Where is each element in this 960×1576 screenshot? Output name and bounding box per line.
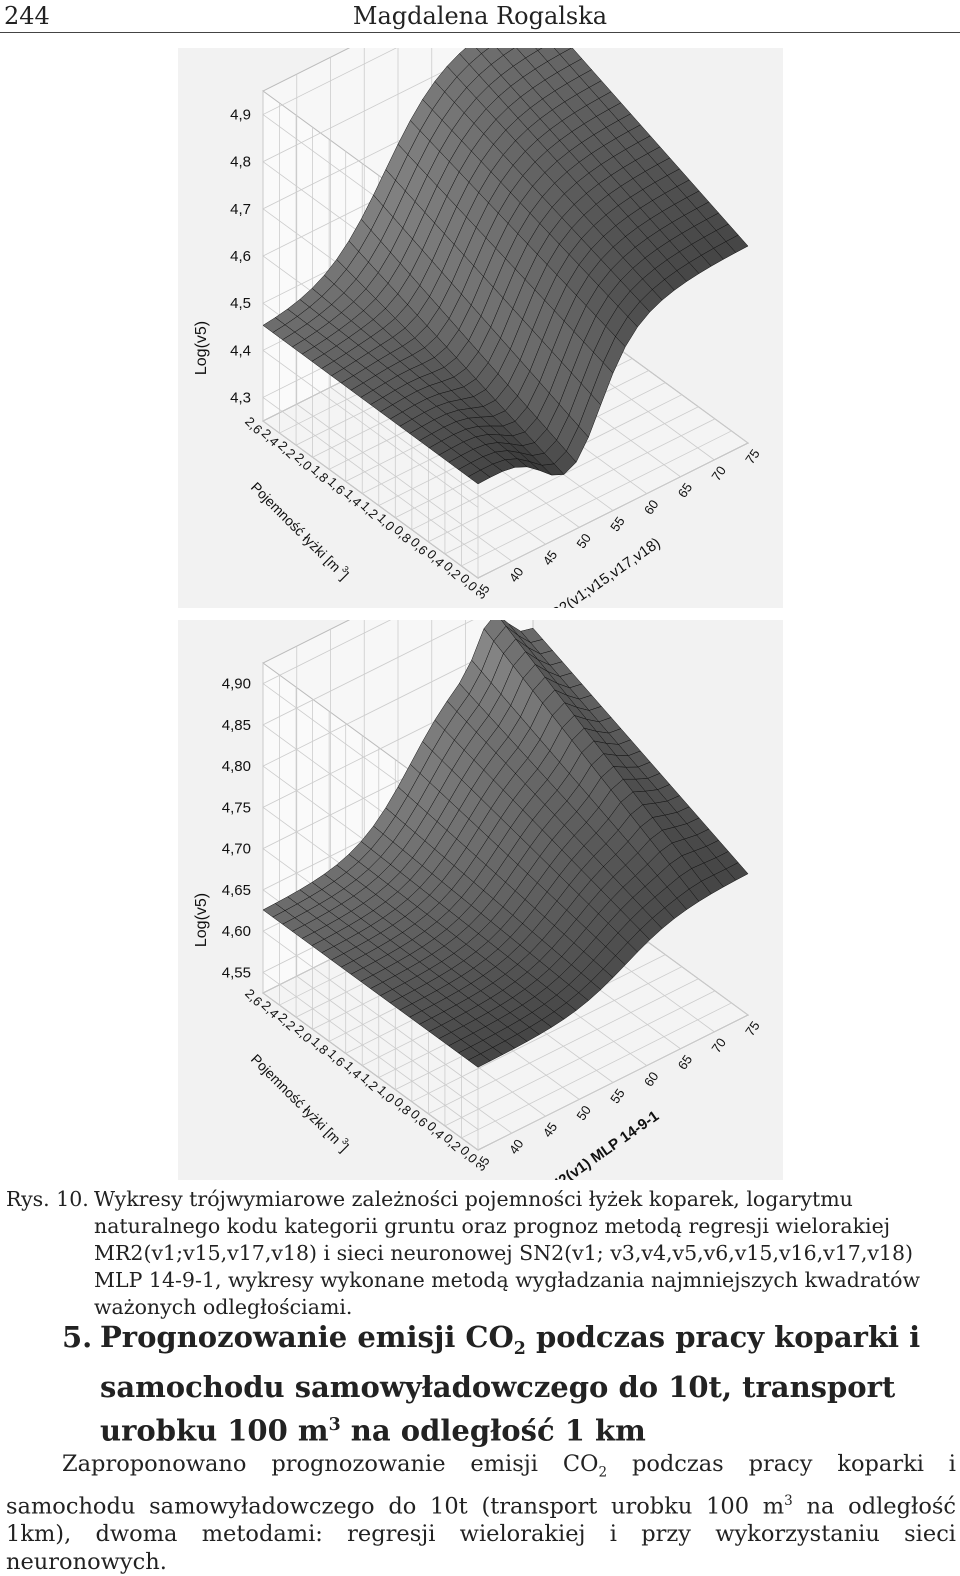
paragraph-part: podczas pracy koparki i samochodu samowy…	[6, 1451, 956, 1519]
x-tick-label: 75	[742, 1018, 763, 1038]
running-header: 244 Magdalena Rogalska	[0, 0, 960, 33]
section-title-part: podczas pracy koparki i samochodu samowy…	[100, 1320, 921, 1448]
z-tick-label: 4,65	[222, 882, 251, 899]
surface-mesh	[262, 48, 749, 485]
caption-text: Wykresy trójwymiarowe zależności pojemno…	[94, 1187, 921, 1319]
floor-gridline	[428, 978, 699, 1115]
x-tick-label: 45	[540, 548, 561, 568]
section-title-subscript: 2	[513, 1338, 526, 1359]
x-tick-label: 40	[506, 564, 527, 584]
z-tick-label: 4,80	[222, 758, 251, 775]
floor-gridline	[296, 403, 512, 562]
floor-gridline	[477, 1014, 749, 1151]
z-tick-label: 4,60	[222, 923, 251, 940]
paragraph-part: Zaproponowano prognozowanie emisji CO	[62, 1451, 599, 1477]
section-heading: 5. Prognozowanie emisji CO2 podczas prac…	[62, 1318, 942, 1449]
x-tick-label: 45	[540, 1120, 561, 1140]
x-tick-label: 40	[506, 1136, 527, 1156]
section-title-part: na odległość 1 km	[340, 1413, 646, 1448]
paragraph-superscript: 3	[784, 1492, 793, 1509]
surface-mesh	[262, 620, 749, 1068]
caption-label: Rys. 10.	[6, 1187, 89, 1211]
z-tick-label: 4,7	[230, 201, 251, 218]
x-tick-label: 70	[708, 1035, 729, 1055]
paragraph-subscript: 2	[598, 1464, 608, 1481]
section-number: 5.	[62, 1320, 93, 1354]
z-tick-label: 4,70	[222, 841, 251, 858]
x-tick-label: 55	[607, 1086, 628, 1106]
x-tick-label: 70	[708, 463, 729, 483]
x-tick-label: 35	[472, 581, 493, 601]
floor-gridline	[296, 975, 512, 1134]
z-axis-title: Log(v5)	[193, 321, 210, 375]
x-tick-label: 60	[641, 497, 662, 517]
floor-gridline	[461, 1002, 732, 1139]
surface-cell	[535, 48, 543, 51]
x-tick-label: 75	[742, 446, 763, 466]
floor-gridline	[461, 430, 732, 567]
floor-gridline	[330, 386, 546, 545]
z-tick-label: 4,3	[230, 389, 251, 406]
z-tick-label: 4,55	[222, 964, 251, 981]
x-tick-label: 55	[607, 514, 628, 534]
floor-gridline	[411, 966, 683, 1103]
section-title-part: Prognozowanie emisji CO	[100, 1320, 514, 1354]
surface-plot-1: 4,3 4,4 4,5 4,6 4,7 4,8 4,9 2,6 2,4 2,2 2,0 1,8 1,6 1…	[178, 48, 783, 608]
z-tick-label: 4,6	[230, 248, 251, 265]
z-tick-label: 4,90	[222, 676, 251, 693]
floor-gridline	[262, 420, 479, 579]
figure-caption: Rys. 10. Wykresy trójwymiarowe zależnośc…	[6, 1186, 956, 1321]
x-tick-label: 50	[573, 531, 594, 551]
surface-cell	[467, 1053, 491, 1068]
floor-gridline	[477, 442, 749, 579]
x-tick-label: 35	[472, 1153, 493, 1173]
z-tick-label: 4,9	[230, 107, 251, 124]
page-number: 244	[4, 2, 50, 30]
body-paragraph: Zaproponowano prognozowanie emisji CO2 p…	[6, 1450, 956, 1576]
section-title-superscript: 3	[328, 1414, 341, 1435]
z-axis-title: Log(v5)	[193, 893, 210, 947]
x-tick-label: 65	[675, 1052, 696, 1072]
x-axis-title: SN2(v1) MLP 14-9-1	[539, 1108, 663, 1180]
floor-gridline	[444, 990, 716, 1127]
running-author: Magdalena Rogalska	[352, 2, 608, 30]
surface-plot-2: 4,55 4,60 4,65 4,70 4,75 4,80 4,85 4,90 2,6 2,4 2,…	[178, 620, 783, 1180]
surface-cell	[475, 48, 490, 55]
surface-cell	[467, 469, 491, 485]
z-tick-label: 4,5	[230, 295, 251, 312]
surface-plot-2-svg: 4,554,604,654,704,754,804,854,902,62,42,…	[193, 620, 763, 1180]
z-tick-label: 4,85	[222, 717, 251, 734]
section-title: Prognozowanie emisji CO2 podczas pracy k…	[100, 1318, 942, 1449]
x-tick-label: 65	[675, 480, 696, 500]
z-tick-label: 4,8	[230, 154, 251, 171]
floor-gridline	[262, 992, 479, 1151]
x-axis-title: MR2(v1;v15,v17,v18)	[537, 534, 664, 608]
z-tick-label: 4,75	[222, 799, 251, 816]
x-tick-label: 50	[573, 1103, 594, 1123]
floor-gridline	[444, 418, 716, 555]
z-tick-label: 4,4	[230, 342, 251, 359]
surface-plot-1-svg: 4,34,44,54,64,74,84,92,62,42,22,01,81,61…	[193, 48, 763, 608]
x-tick-label: 60	[641, 1069, 662, 1089]
